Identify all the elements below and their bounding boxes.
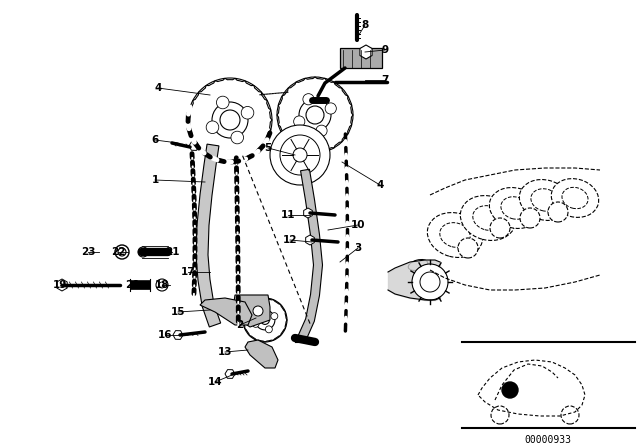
Circle shape (231, 131, 244, 144)
Text: 4: 4 (154, 83, 162, 93)
Text: 1: 1 (152, 175, 159, 185)
Text: 10: 10 (351, 220, 365, 230)
Circle shape (280, 135, 320, 175)
Text: 12: 12 (283, 235, 297, 245)
Text: 11: 11 (281, 210, 295, 220)
Circle shape (115, 245, 129, 259)
Ellipse shape (551, 179, 598, 217)
Text: 3: 3 (355, 243, 362, 253)
Polygon shape (243, 298, 287, 342)
Text: 15: 15 (171, 307, 185, 317)
Circle shape (520, 208, 540, 228)
Text: 00000933: 00000933 (525, 435, 572, 445)
Text: 4: 4 (376, 180, 384, 190)
Circle shape (216, 96, 229, 109)
Circle shape (206, 121, 219, 134)
Polygon shape (196, 144, 221, 327)
Ellipse shape (440, 223, 470, 247)
Circle shape (325, 103, 337, 114)
Text: 8: 8 (362, 20, 369, 30)
Ellipse shape (460, 195, 516, 241)
Circle shape (316, 125, 327, 136)
Circle shape (220, 110, 240, 130)
Circle shape (159, 282, 165, 288)
Text: 6: 6 (152, 135, 159, 145)
Text: 14: 14 (208, 377, 222, 387)
Circle shape (420, 272, 440, 292)
Text: 23: 23 (81, 247, 95, 257)
Text: 5: 5 (264, 143, 271, 153)
Circle shape (255, 310, 275, 330)
Ellipse shape (408, 259, 428, 271)
Text: 13: 13 (218, 347, 232, 357)
Circle shape (303, 94, 314, 105)
Circle shape (118, 248, 126, 256)
Text: 19: 19 (53, 280, 67, 290)
Polygon shape (245, 340, 278, 368)
Text: 17: 17 (180, 267, 195, 277)
Circle shape (156, 279, 168, 291)
Ellipse shape (490, 188, 541, 228)
Circle shape (299, 99, 331, 131)
Ellipse shape (501, 197, 529, 219)
Text: 21: 21 (164, 247, 179, 257)
Ellipse shape (562, 187, 588, 209)
Circle shape (271, 313, 278, 319)
Ellipse shape (531, 189, 559, 211)
Ellipse shape (519, 180, 571, 220)
Polygon shape (277, 77, 353, 153)
Circle shape (502, 382, 518, 398)
Ellipse shape (473, 206, 503, 230)
Circle shape (266, 326, 273, 333)
Circle shape (458, 238, 478, 258)
Polygon shape (298, 169, 323, 340)
Circle shape (241, 107, 254, 119)
Circle shape (490, 218, 510, 238)
Circle shape (260, 315, 269, 324)
Text: 16: 16 (157, 330, 172, 340)
Polygon shape (232, 295, 270, 327)
Circle shape (561, 406, 579, 424)
Circle shape (270, 125, 330, 185)
Ellipse shape (428, 212, 483, 258)
Circle shape (258, 307, 264, 314)
Text: 20: 20 (125, 280, 140, 290)
Text: 7: 7 (381, 75, 388, 85)
Text: 2: 2 (236, 320, 244, 330)
Circle shape (293, 148, 307, 162)
Circle shape (253, 306, 263, 316)
Text: 9: 9 (381, 45, 388, 55)
Polygon shape (200, 298, 252, 325)
Circle shape (306, 106, 324, 124)
Circle shape (491, 406, 509, 424)
Text: 18: 18 (155, 280, 169, 290)
Circle shape (252, 320, 259, 327)
Circle shape (138, 247, 148, 257)
Polygon shape (188, 78, 272, 162)
Text: 22: 22 (111, 247, 125, 257)
Circle shape (294, 116, 305, 127)
Circle shape (412, 264, 448, 300)
Circle shape (212, 102, 248, 138)
Bar (340, 48, 382, 68)
Circle shape (548, 202, 568, 222)
